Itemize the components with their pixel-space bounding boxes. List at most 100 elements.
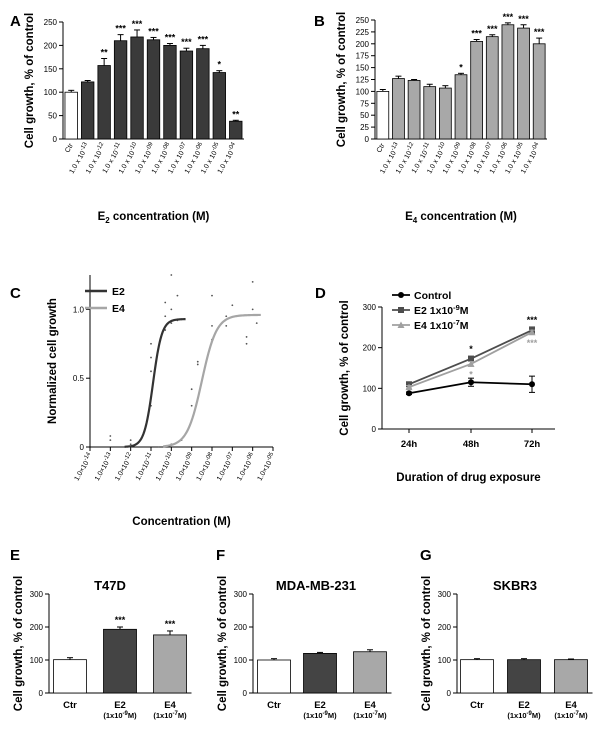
y-tick-label: 0.5: [73, 374, 85, 383]
data-point: [150, 370, 152, 373]
y-axis-label: Cell growth, % of control: [421, 576, 433, 711]
data-point: [164, 301, 167, 304]
y-axis-label: Cell growth, % of control: [336, 12, 348, 147]
y-tick-label: 25: [360, 123, 369, 132]
y-tick-label: 250: [44, 18, 58, 27]
y-tick-label: 100: [356, 87, 370, 96]
data-point: [211, 325, 213, 327]
bar: [64, 91, 78, 140]
chart-panel-c: 00.51.01.0×10-141.0×10-131.0×10-121.0×10…: [47, 274, 275, 528]
data-point: [190, 388, 193, 391]
panel-label-e: E: [10, 547, 20, 564]
bar: [454, 74, 468, 140]
panel-label-a: A: [10, 13, 21, 30]
significance-label: ***: [471, 29, 482, 39]
significance-label: **: [232, 109, 240, 119]
y-tick-label: 0: [447, 689, 452, 698]
data-point: [150, 356, 152, 359]
data-point: [467, 360, 475, 367]
data-point: [196, 360, 199, 363]
x-tick-label: 1.0×10-07: [214, 451, 237, 482]
data-point: [150, 342, 152, 345]
data-point: [468, 379, 474, 386]
bar: [532, 43, 546, 140]
significance-label: *: [469, 344, 473, 354]
data-point: [170, 274, 173, 276]
bar: [376, 91, 390, 140]
y-tick-label: 300: [30, 590, 44, 599]
y-tick-label: 100: [234, 656, 248, 665]
significance-label: ***: [487, 24, 498, 34]
x-tick-label: 1.0×10-10: [153, 451, 176, 482]
panel-label-c: C: [10, 285, 21, 302]
y-tick-label: 225: [356, 28, 370, 37]
y-tick-label: 50: [48, 112, 57, 121]
y-tick-label: 150: [356, 64, 370, 73]
y-tick-label: 200: [363, 344, 377, 353]
bar: [423, 86, 437, 140]
x-tick-label: E4: [565, 700, 577, 711]
y-axis-label: Cell growth, % of control: [13, 576, 25, 711]
bar: [470, 41, 483, 140]
data-point: [109, 435, 112, 437]
chart-panel-e: 0 100 200 300 T47D Ctr *** E2(1x10-9M) *** E4(1x1…: [13, 576, 192, 720]
y-tick-label: 150: [44, 65, 58, 74]
y-tick-label: 0: [365, 135, 370, 144]
bar: [97, 65, 111, 140]
data-point: [231, 304, 234, 307]
bar: [212, 72, 226, 140]
data-point: [398, 292, 404, 298]
bar: [113, 40, 128, 140]
data-point: [405, 383, 413, 391]
y-tick-label: 300: [438, 590, 452, 599]
bar: [392, 78, 405, 140]
y-tick-label: 50: [360, 111, 369, 120]
fit-curve-e4: [163, 313, 261, 448]
significance-label: ***: [148, 26, 159, 36]
x-tick-label: 72h: [524, 439, 541, 450]
data-point: [170, 308, 173, 311]
significance-label: **: [101, 48, 109, 58]
data-point: [251, 308, 254, 311]
bar: [485, 36, 499, 140]
y-tick-label: 100: [438, 656, 452, 665]
x-axis-label: E2 concentration (M): [98, 211, 210, 225]
y-tick-label: 0: [372, 425, 377, 434]
bar: [130, 36, 144, 140]
data-point: [245, 336, 248, 338]
data-point: [398, 307, 404, 313]
x-axis-label: Duration of drug exposure: [396, 472, 540, 484]
bar: [163, 45, 177, 140]
data-point: [529, 381, 535, 388]
x-tick-label: 1.0×10-13: [92, 451, 115, 482]
x-tick-label: E2: [114, 700, 126, 711]
x-tick-label: Ctr: [267, 700, 281, 711]
bar: [81, 81, 95, 140]
y-tick-label: 75: [360, 99, 369, 108]
y-tick-label: 200: [44, 41, 58, 50]
x-tick-label: Ctr: [470, 700, 484, 711]
data-point: [245, 342, 248, 345]
x-tick-label: E4: [364, 700, 376, 711]
x-tick-label: Ctr: [376, 142, 387, 154]
bar: [517, 27, 530, 140]
data-point: [170, 322, 173, 325]
y-axis-label: Cell growth, % of control: [24, 13, 36, 148]
bar: [146, 39, 161, 140]
x-tick-label: 1.0×10-14: [72, 451, 95, 482]
y-tick-label: 200: [30, 623, 44, 632]
legend-label-e2: E2: [112, 286, 125, 298]
x-tick-sublabel: (1x10-7M): [353, 711, 387, 720]
bar: [303, 653, 337, 694]
bar: [353, 651, 387, 694]
bar: [53, 659, 87, 694]
bar: [507, 659, 541, 694]
y-tick-label: 300: [363, 303, 377, 312]
bar: [501, 24, 515, 140]
data-point: [225, 315, 228, 318]
legend-label: E2 1x10-9M: [414, 303, 469, 317]
